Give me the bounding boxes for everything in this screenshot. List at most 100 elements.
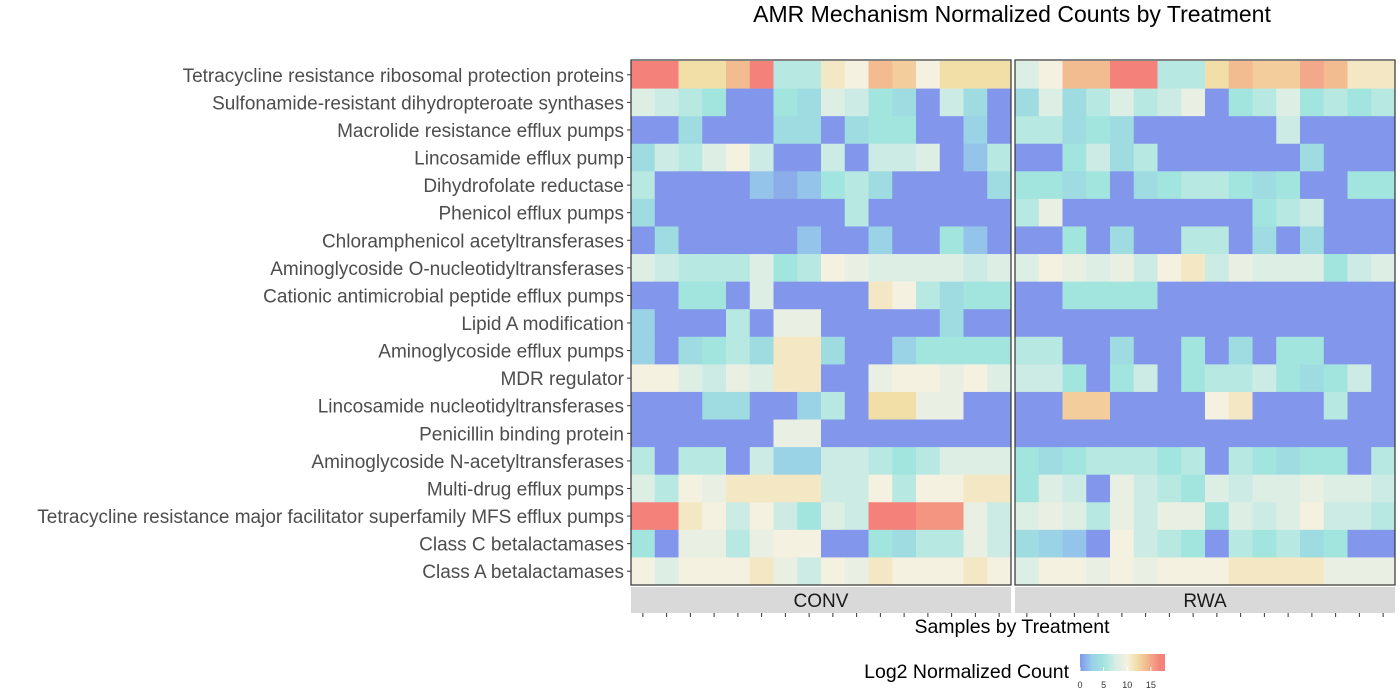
heatmap-cell	[1133, 116, 1158, 145]
heatmap-cell	[1157, 116, 1182, 145]
heatmap-cell	[987, 557, 1012, 586]
row-label: Class A betalactamases	[422, 562, 624, 583]
heatmap-cell	[1133, 226, 1158, 255]
heatmap-cell	[1228, 116, 1253, 145]
heatmap-cell	[1300, 364, 1325, 393]
heatmap-cell	[1276, 529, 1301, 558]
heatmap-cell	[1205, 226, 1230, 255]
heatmap-cell	[939, 171, 964, 200]
heatmap-cell	[1347, 364, 1372, 393]
heatmap-cell	[1228, 336, 1253, 365]
heatmap-cell	[1252, 336, 1277, 365]
heatmap-cell	[1038, 364, 1063, 393]
heatmap-cell	[892, 281, 917, 310]
legend-tick-label: 10	[1122, 680, 1132, 690]
heatmap-cell	[1110, 198, 1135, 227]
heatmap-cell	[1110, 226, 1135, 255]
heatmap-cell	[1205, 419, 1230, 448]
heatmap-cell	[916, 336, 941, 365]
heatmap-cell	[726, 474, 751, 503]
heatmap-cell	[1252, 474, 1277, 503]
heatmap-cell	[1157, 254, 1182, 283]
heatmap-cell	[1015, 364, 1040, 393]
heatmap-cell	[892, 88, 917, 117]
heatmap-cell	[749, 391, 774, 420]
heatmap-cell	[654, 309, 679, 338]
heatmap-cell	[1323, 529, 1348, 558]
heatmap-cell	[987, 116, 1012, 145]
heatmap-cell	[1062, 447, 1087, 476]
heatmap-cell	[1347, 281, 1372, 310]
heatmap-cell	[654, 391, 679, 420]
heatmap-cell	[726, 502, 751, 531]
heatmap-cell	[1276, 364, 1301, 393]
heatmap-cell	[1181, 281, 1206, 310]
heatmap-cell	[1347, 502, 1372, 531]
heatmap-cell	[821, 529, 846, 558]
heatmap-cell	[797, 88, 822, 117]
heatmap-cell	[963, 391, 988, 420]
heatmap-cell	[1300, 391, 1325, 420]
heatmap-cell	[1181, 198, 1206, 227]
heatmap-cell	[1015, 281, 1040, 310]
heatmap-cell	[1062, 502, 1087, 531]
heatmap-cell	[844, 336, 869, 365]
heatmap-cell	[1157, 281, 1182, 310]
heatmap-cell	[1062, 419, 1087, 448]
heatmap-cell	[1062, 309, 1087, 338]
heatmap-cell	[1252, 88, 1277, 117]
heatmap-cell	[654, 529, 679, 558]
heatmap-cell	[821, 226, 846, 255]
heatmap-cell	[1110, 254, 1135, 283]
heatmap-cell	[1181, 254, 1206, 283]
heatmap-cell	[1371, 143, 1396, 172]
heatmap-cell	[1228, 254, 1253, 283]
heatmap-cell	[726, 336, 751, 365]
heatmap-cell	[1276, 447, 1301, 476]
heatmap-cell	[702, 447, 727, 476]
heatmap-cell	[1205, 391, 1230, 420]
heatmap-cell	[773, 281, 798, 310]
heatmap-cell	[1371, 198, 1396, 227]
heatmap-cell	[1110, 447, 1135, 476]
heatmap-cell	[868, 529, 893, 558]
heatmap-cell	[1205, 171, 1230, 200]
heatmap-cell	[1015, 336, 1040, 365]
heatmap-cell	[987, 419, 1012, 448]
heatmap-cell	[844, 529, 869, 558]
heatmap-cell	[963, 309, 988, 338]
heatmap-cell	[1133, 336, 1158, 365]
heatmap-cell	[987, 502, 1012, 531]
heatmap-cell	[1276, 198, 1301, 227]
heatmap-cell	[1086, 474, 1111, 503]
heatmap-cell	[1300, 336, 1325, 365]
heatmap-cell	[1086, 198, 1111, 227]
heatmap-cell	[702, 116, 727, 145]
facet-strip	[631, 587, 1011, 613]
heatmap-cell	[1157, 447, 1182, 476]
heatmap-cell	[821, 502, 846, 531]
heatmap-cell	[749, 281, 774, 310]
facet-panel-rwa: RWA	[1014, 59, 1396, 617]
heatmap-cell	[1157, 557, 1182, 586]
heatmap-cell	[844, 116, 869, 145]
heatmap-cell	[1157, 502, 1182, 531]
heatmap-cell	[1276, 557, 1301, 586]
heatmap-cell	[773, 88, 798, 117]
heatmap-cell	[892, 226, 917, 255]
heatmap-cell	[726, 143, 751, 172]
heatmap-cell	[702, 61, 727, 89]
heatmap-cell	[749, 557, 774, 586]
legend-tick-label: 5	[1101, 680, 1106, 690]
heatmap-cell	[1038, 171, 1063, 200]
heatmap-cell	[702, 254, 727, 283]
heatmap-cell	[1086, 116, 1111, 145]
facet-strip	[1015, 587, 1395, 613]
heatmap-cell	[1110, 529, 1135, 558]
heatmap-cell	[702, 557, 727, 586]
heatmap-cell	[1228, 474, 1253, 503]
heatmap-cell	[821, 419, 846, 448]
heatmap-cell	[631, 198, 656, 227]
heatmap-cell	[1015, 226, 1040, 255]
heatmap-cell	[1228, 143, 1253, 172]
